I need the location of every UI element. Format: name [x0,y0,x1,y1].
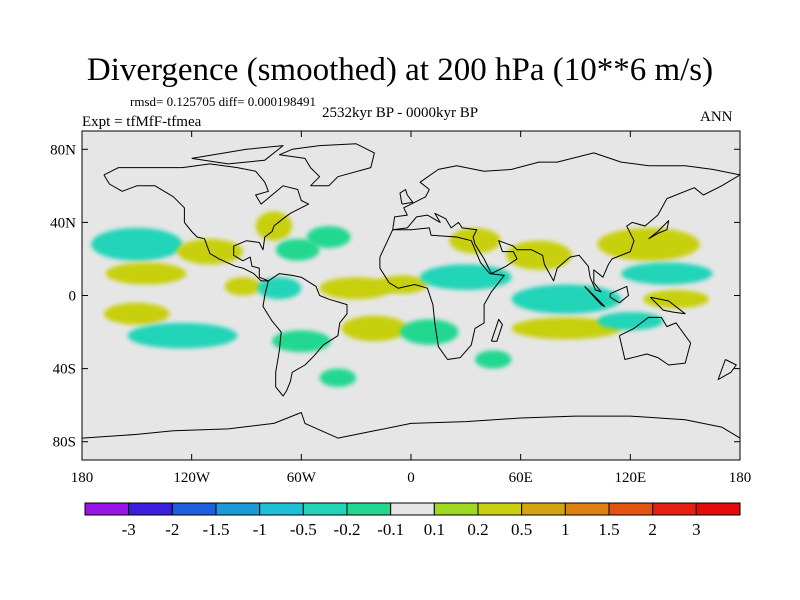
coastline-eurasia [392,152,740,293]
colorbar-label: -0.5 [290,520,317,539]
colorbar-swatch [128,502,173,516]
coastline-antarctica [82,412,740,439]
anomaly-region-15 [400,319,459,345]
anomaly-region-13 [341,315,408,342]
rmsd-diff-label: rmsd= 0.125705 diff= 0.000198491 [130,94,316,109]
anomaly-region-2 [177,238,243,265]
lon-tick-label: 0 [407,470,415,486]
anomaly-region-0 [91,227,183,261]
colorbar-swatch [346,502,392,516]
lon-tick-label: 60E [509,470,533,486]
anomaly-region-17 [420,264,512,291]
colorbar-swatch [433,502,479,516]
lon-tick-label: 180 [71,470,94,486]
axis-ticks: 180 120W 60W 0 60E 120E 180 80N 40N 0 40S 80S [50,131,751,486]
colorbar-label: -1.5 [203,520,230,539]
colorbar: -3 -2 -1.5 -1 -0.5 -0.2 -0.1 0.1 0.2 0.5 1 1.5 2 3 [84,502,741,539]
colorbar-label: -1 [253,520,267,539]
colorbar-swatch [521,502,566,516]
coastline-greenland [278,143,375,187]
anomaly-region-16 [449,227,501,254]
anomaly-region-19 [511,284,622,314]
coastline-arctic-islands [191,145,284,165]
anomaly-region-18 [506,240,572,270]
lat-tick-label: 80S [53,435,76,451]
colorbar-label: 0.5 [511,520,532,539]
colorbar-label: 0.1 [424,520,445,539]
coastline-borneo [609,285,629,304]
divergence-field [91,211,713,387]
colorbar-swatch [84,502,130,516]
coastline-africa [379,227,505,360]
colorbar-swatch [477,502,523,516]
anomaly-region-24 [597,311,664,331]
colorbar-label: -0.1 [377,520,404,539]
colorbar-label: 1 [561,520,570,539]
anomaly-region-22 [621,262,713,285]
coastline-south-america [262,273,348,397]
colorbar-label: 0.2 [467,520,488,539]
coastlines [82,143,740,439]
anomaly-region-11 [127,322,238,349]
chart-title: Divergence (smoothed) at 200 hPa (10**6 … [86,52,714,88]
lon-tick-label: 60W [287,470,317,486]
anomaly-region-14 [319,368,357,387]
coastline-new-guinea [650,296,686,315]
period-label: 2532kyr BP - 0000kyr BP [322,105,479,121]
colorbar-swatch [390,502,435,516]
anomaly-region-9 [376,275,428,294]
lat-tick-label: 80N [50,142,76,158]
colorbar-label: 3 [692,520,701,539]
anomaly-region-21 [597,227,700,261]
colorbar-swatch [171,502,217,516]
coastline-uk [399,189,414,205]
coastline-australia [618,316,692,366]
season-label: ANN [700,109,733,125]
colorbar-swatch [608,502,654,516]
anomaly-region-10 [103,302,170,325]
anomaly-region-4 [275,238,320,261]
lon-tick-label: 120E [614,470,646,486]
coastline-new-zealand [717,359,737,381]
colorbar-swatch [302,502,348,516]
colorbar-swatch [652,502,697,516]
plot-background [82,131,740,460]
colorbar-label: -3 [122,520,136,539]
colorbar-swatch [564,502,610,516]
lon-tick-label: 180 [729,470,752,486]
anomaly-region-20 [511,317,622,340]
lat-tick-label: 40N [50,215,76,231]
coastline-sumatra [584,286,606,307]
colorbar-swatch [259,502,304,516]
coastline-north-america [103,163,310,282]
anomaly-region-1 [105,262,187,285]
anomaly-region-5 [306,226,351,248]
lat-tick-label: 40S [53,362,76,378]
colorbar-swatch [695,502,741,516]
colorbar-label: -2 [165,520,179,539]
lon-tick-label: 120W [173,470,211,486]
colorbar-label: 1.5 [598,520,619,539]
anomaly-region-12 [272,330,331,353]
anomaly-region-6 [224,277,262,296]
coastline-madagascar [490,318,503,342]
anomaly-region-8 [319,277,393,300]
lat-tick-label: 0 [69,289,77,305]
colorbar-label: 2 [648,520,657,539]
coastline-japan [648,220,670,240]
anomaly-region-23 [643,290,709,309]
experiment-label: Expt = tfMfF-tfmea [82,114,202,130]
anomaly-region-25 [474,350,512,369]
colorbar-label: -0.2 [334,520,361,539]
colorbar-swatch [215,502,261,516]
